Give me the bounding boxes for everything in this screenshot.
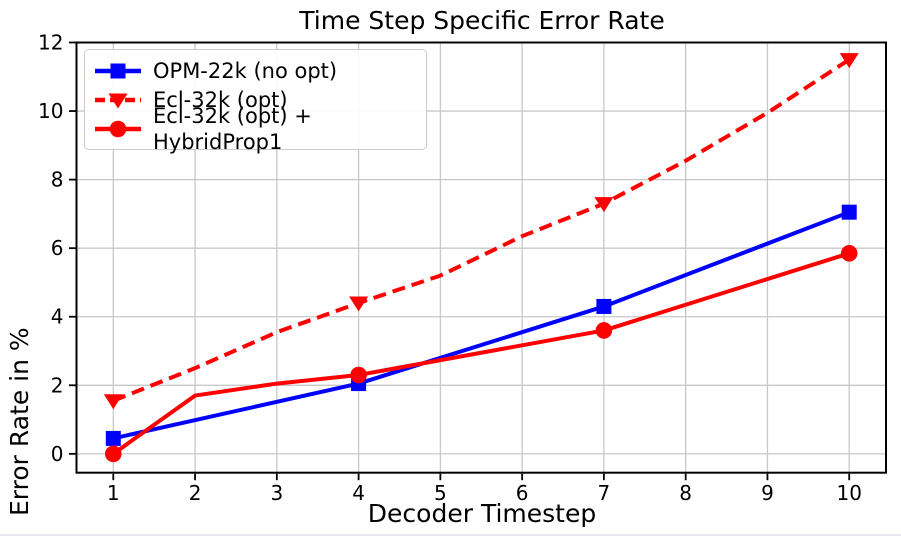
y-tick-label: 0 [51, 442, 64, 466]
triangle-down-marker-icon [103, 394, 123, 410]
x-tick-label: 8 [679, 481, 692, 505]
legend-item: OPM-22k (no opt) [94, 56, 416, 85]
square-marker-icon [105, 430, 121, 446]
circle-marker-icon [595, 322, 613, 339]
y-tick-label: 2 [51, 373, 64, 397]
circle-marker-icon [840, 245, 858, 262]
legend: OPM-22k (no opt) Ecl-32k (opt) Ecl-32k (op… [84, 49, 427, 154]
y-tick-label: 12 [38, 31, 63, 55]
circle-marker-icon [109, 120, 127, 137]
triangle-down-marker-icon [839, 53, 859, 69]
triangle-down-marker-icon [594, 197, 614, 213]
x-tick-label: 6 [516, 481, 529, 505]
x-tick-label: 7 [598, 481, 611, 505]
legend-item-label: OPM-22k (no opt) [153, 58, 338, 83]
series-line [112, 210, 850, 441]
window-bottom-edge [0, 534, 901, 536]
x-tick-label: 9 [761, 481, 774, 505]
series-circle [104, 245, 858, 463]
legend-line-sample [95, 63, 141, 78]
y-tick-label: 6 [51, 236, 64, 260]
series-line [112, 251, 850, 456]
circle-marker-icon [104, 445, 122, 463]
square-marker-icon [110, 63, 126, 78]
x-axis-label: Decoder Timestep [367, 499, 597, 528]
triangle-down-marker-icon [349, 296, 369, 312]
x-tick-label: 3 [270, 481, 283, 505]
chart-title: Time Step Specific Error Rate [299, 6, 665, 35]
x-tick-label: 2 [189, 481, 202, 505]
legend-item: Ecl-32k (opt) + HybridProp1 [94, 104, 416, 154]
legend-line-sample [95, 120, 141, 137]
square-marker-icon [596, 298, 612, 314]
x-tick-label: 1 [107, 481, 120, 505]
series-square [105, 204, 857, 446]
legend-item-label: Ecl-32k (opt) + HybridProp1 [153, 103, 312, 154]
legend-line-sample [95, 93, 141, 108]
square-marker-icon [841, 204, 857, 220]
legend-item-label: Ecl-32k (opt) [153, 87, 288, 112]
y-tick-label: 10 [38, 99, 63, 123]
x-tick-label: 5 [434, 481, 447, 505]
x-tick-label: 4 [352, 481, 365, 505]
y-tick-label: 4 [51, 305, 64, 329]
y-axis-label: Error Rate in % [5, 327, 34, 516]
x-tick-label: 10 [836, 481, 861, 505]
plot-border [75, 41, 887, 474]
axis-ticks [69, 41, 851, 481]
series-triangle-down [103, 53, 859, 410]
circle-marker-icon [350, 366, 367, 384]
legend-item: Ecl-32k (opt) [94, 85, 416, 114]
triangle-down-marker-icon [108, 93, 128, 108]
series-line [112, 57, 851, 403]
y-tick-label: 8 [51, 168, 64, 192]
